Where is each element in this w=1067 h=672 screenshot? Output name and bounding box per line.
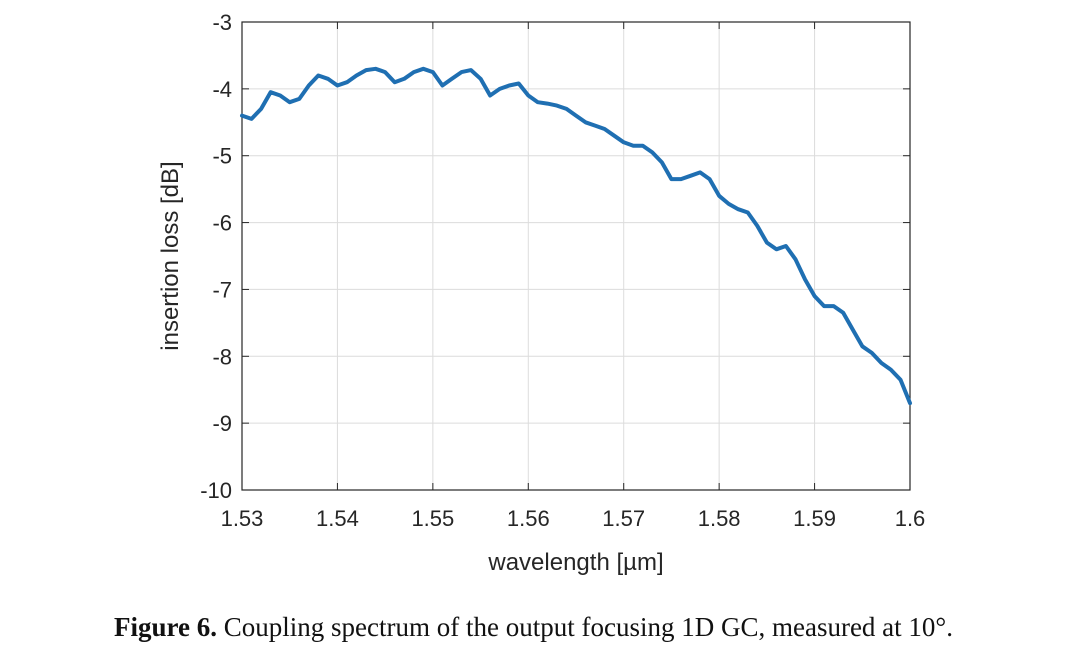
plot-frame <box>241 21 911 491</box>
y-tick-label: -7 <box>212 277 232 302</box>
y-tick-label: -5 <box>212 144 232 169</box>
x-tick-label: 1.53 <box>221 506 264 531</box>
y-tick-label: -10 <box>200 478 232 503</box>
x-tick-label: 1.54 <box>316 506 359 531</box>
y-tick-label: -9 <box>212 411 232 436</box>
y-tick-label: -3 <box>212 10 232 35</box>
chart: 1.53 1.54 1.55 1.56 1.57 1.58 1.59 1.6 -3 -4 -5 -6 -… <box>157 10 925 576</box>
caption-text: Coupling spectrum of the output focusing… <box>217 612 953 642</box>
y-axis-title: insertion loss [dB] <box>157 161 184 350</box>
y-tick-label: -8 <box>212 344 232 369</box>
grid <box>241 21 911 491</box>
y-tick-label: -4 <box>212 77 232 102</box>
x-axis-title: wavelength [µm] <box>487 549 663 576</box>
x-tick-label: 1.56 <box>507 506 550 531</box>
caption-label: Figure 6. <box>114 612 218 642</box>
figure-caption: Figure 6. Coupling spectrum of the outpu… <box>0 612 1067 643</box>
x-tick-label: 1.57 <box>602 506 645 531</box>
axis-ticks: 1.53 1.54 1.55 1.56 1.57 1.58 1.59 1.6 -3 -4 -5 -6 -… <box>200 10 925 531</box>
x-tick-label: 1.58 <box>698 506 741 531</box>
x-tick-label: 1.59 <box>793 506 836 531</box>
x-tick-label: 1.55 <box>411 506 454 531</box>
series-line <box>240 66 912 406</box>
y-tick-label: -6 <box>212 211 232 236</box>
x-tick-label: 1.6 <box>895 506 926 531</box>
